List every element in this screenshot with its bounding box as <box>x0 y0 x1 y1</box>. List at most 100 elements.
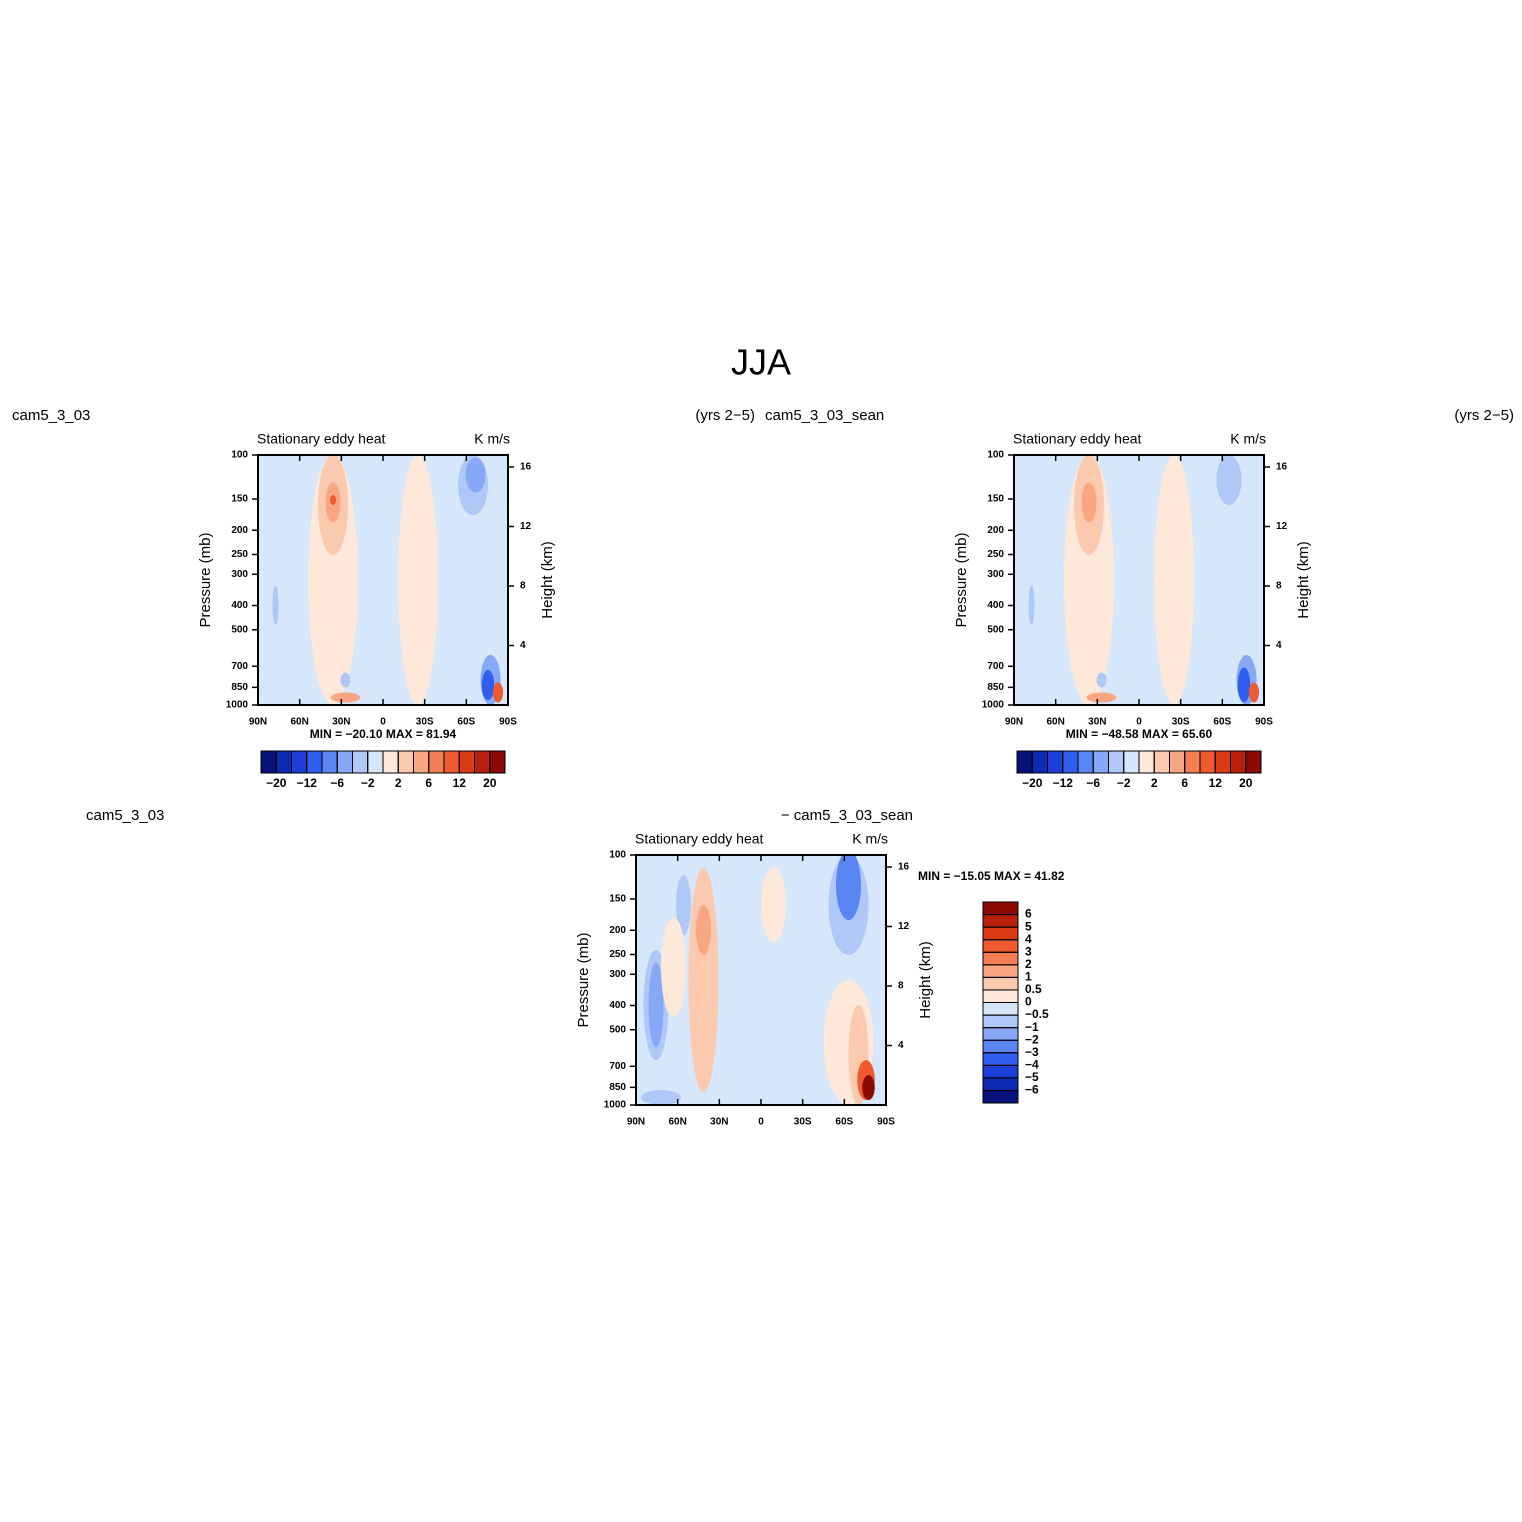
colorbar-label: −2 <box>1117 776 1131 790</box>
subtitle-left: Stationary eddy heat <box>635 831 764 847</box>
contour-field <box>636 855 886 1105</box>
colorbar-label: 1 <box>1025 970 1032 984</box>
colorbar-label: −1 <box>1025 1020 1039 1034</box>
colorbar-label: 2 <box>395 776 402 790</box>
contour-region <box>330 692 361 703</box>
colorbar-box <box>367 750 384 774</box>
contour-region <box>761 867 786 943</box>
colorbar-box <box>306 750 323 774</box>
colorbar-box <box>1184 750 1201 774</box>
contour-region <box>688 867 719 1093</box>
y-tick-label: 1000 <box>982 700 1005 711</box>
colorbar-label: 3 <box>1025 944 1032 958</box>
colorbar-box <box>982 1089 1019 1104</box>
colorbar-label: −0.5 <box>1025 1007 1049 1021</box>
contour-region <box>1028 585 1035 625</box>
colorbar-box <box>275 750 292 774</box>
colorbar-box <box>982 989 1019 1003</box>
colorbar-label: 2 <box>1151 776 1158 790</box>
subtitle-left: Stationary eddy heat <box>1013 431 1142 447</box>
colorbar-label: 5 <box>1025 919 1032 933</box>
colorbar-box <box>982 1064 1019 1079</box>
left-title: cam5_3_03_sean <box>765 407 884 424</box>
contour-field <box>258 455 508 705</box>
x-tick-label: 30S <box>1172 717 1190 728</box>
stats: MIN = −20.10 MAX = 81.94 <box>310 727 457 741</box>
colorbar-label: −12 <box>1053 776 1074 790</box>
colorbar-label: 6 <box>1025 907 1032 921</box>
y-tick-label: 250 <box>231 549 248 560</box>
colorbar-box <box>982 1039 1019 1054</box>
y-tick-label: 500 <box>609 1024 626 1035</box>
colorbar-box <box>1062 750 1079 774</box>
contour-region <box>272 585 279 625</box>
y2-tick-label: 16 <box>1276 462 1288 473</box>
colorbar-label: −4 <box>1025 1057 1039 1071</box>
y-tick-label: 150 <box>609 894 626 905</box>
colorbar-box <box>443 750 460 774</box>
contour-region <box>398 455 438 705</box>
figure-title: JJA <box>731 342 791 383</box>
y-tick-label: 250 <box>609 949 626 960</box>
colorbar-box <box>260 750 277 774</box>
colorbar-box <box>982 1052 1019 1066</box>
contour-region <box>676 875 691 935</box>
colorbar-box <box>982 1077 1019 1091</box>
x-tick-label: 30N <box>1088 717 1106 728</box>
colorbar-box <box>982 951 1019 966</box>
x-tick-label: 0 <box>380 717 386 728</box>
contour-region <box>641 1090 681 1105</box>
colorbar-label: 12 <box>453 776 467 790</box>
colorbar-box <box>352 750 369 774</box>
y-tick-label: 500 <box>231 624 248 635</box>
x-tick-label: 60N <box>668 1117 686 1128</box>
contour-region <box>836 855 861 920</box>
y-axis-label: Pressure (mb) <box>953 532 970 627</box>
x-tick-label: 60S <box>457 717 475 728</box>
contour-region <box>493 682 503 703</box>
contour-region <box>1237 667 1251 703</box>
colorbar-label: 6 <box>425 776 432 790</box>
y2-tick-label: 4 <box>520 640 526 651</box>
colorbar-label: −6 <box>1086 776 1100 790</box>
colorbar-box <box>458 750 475 774</box>
contour-region <box>1216 455 1242 505</box>
colorbar-label: 12 <box>1209 776 1223 790</box>
contour-region <box>465 457 486 493</box>
y-tick-label: 700 <box>231 661 248 672</box>
colorbar-box <box>1199 750 1216 774</box>
colorbar-box <box>982 976 1019 991</box>
colorbar-box <box>336 750 353 774</box>
colorbar-label: 6 <box>1181 776 1188 790</box>
x-tick-label: 30S <box>416 717 434 728</box>
x-tick-label: 30S <box>794 1117 812 1128</box>
colorbar-label: −12 <box>297 776 318 790</box>
colorbar-label: −20 <box>266 776 287 790</box>
y-tick-label: 1000 <box>604 1100 627 1111</box>
subtitle-right: K m/s <box>852 831 888 847</box>
contour-region <box>330 495 336 505</box>
colorbar-box <box>1214 750 1231 774</box>
colorbar-box <box>397 750 414 774</box>
y2-tick-label: 8 <box>520 581 526 592</box>
y2-tick-label: 8 <box>1276 581 1282 592</box>
subtitle-right: K m/s <box>1230 431 1266 447</box>
colorbar-box <box>982 964 1019 978</box>
contour-region <box>1086 692 1117 703</box>
colorbar-label: −2 <box>361 776 375 790</box>
colorbar-box <box>982 1014 1019 1029</box>
x-tick-label: 90N <box>1005 717 1023 728</box>
y-tick-label: 200 <box>231 525 248 536</box>
colorbar-label: 4 <box>1025 932 1032 946</box>
x-tick-label: 90N <box>627 1117 645 1128</box>
x-tick-label: 60S <box>1213 717 1231 728</box>
colorbar-box <box>428 750 445 774</box>
y2-tick-label: 4 <box>1276 640 1282 651</box>
y-tick-label: 700 <box>609 1061 626 1072</box>
contour-region <box>648 962 664 1048</box>
contour-region <box>1154 455 1194 705</box>
colorbar-label: 2 <box>1025 957 1032 971</box>
left-title: cam5_3_03 <box>12 407 90 424</box>
y2-tick-label: 16 <box>898 862 910 873</box>
colorbar-box <box>291 750 308 774</box>
